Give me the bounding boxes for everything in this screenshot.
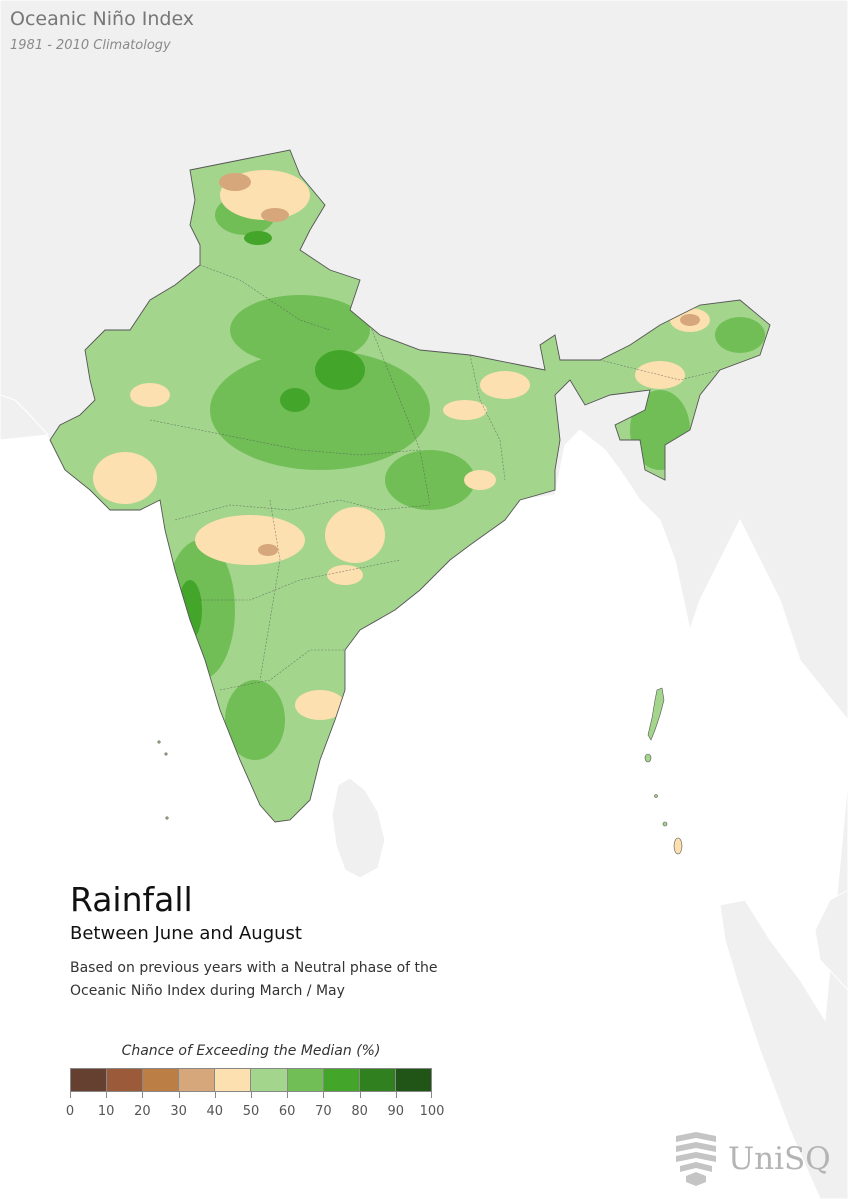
zone-40-50-central-east: [325, 507, 385, 563]
legend-tick-label: 90: [387, 1104, 405, 1119]
zone-30-40-deccan: [258, 544, 278, 556]
description-line-1: Based on previous years with a Neutral p…: [70, 960, 438, 976]
legend-tick-label: 10: [97, 1104, 115, 1119]
unisq-logo: UniSQ: [672, 1132, 831, 1186]
zone-60-70-central: [210, 350, 430, 470]
legend-swatch-0: [71, 1069, 107, 1091]
boundary-line-6: [359, 299, 431, 506]
zone-30-40: [219, 173, 700, 556]
lakshadweep-island-a: [157, 740, 161, 744]
legend-swatch-7: [322, 1069, 359, 1091]
legend-title: Chance of Exceeding the Median (%): [121, 1043, 381, 1059]
legend-tick-label: 0: [65, 1104, 75, 1119]
legend-tick-label: 100: [419, 1104, 445, 1119]
zone-70-80-central-a: [315, 350, 365, 390]
legend-tick-label: 50: [242, 1104, 260, 1119]
rainfall-period: Between June and August: [70, 923, 302, 944]
zone-40-50-andhra: [327, 565, 363, 585]
zone-40-50-deccan: [195, 515, 305, 565]
zone-60-70-east: [385, 450, 475, 510]
arabian-land: [0, 394, 50, 441]
lakshadweep-island-b: [164, 752, 168, 756]
legend-swatch-8: [358, 1069, 395, 1091]
sri-lanka: [331, 777, 386, 879]
legend-color-bar: [70, 1068, 432, 1092]
boundary-line-8: [259, 499, 281, 681]
legend-tick-mark: [359, 1092, 361, 1098]
boundary-line-4: [200, 559, 401, 601]
legend-ticks: [70, 1092, 432, 1100]
zone-30-40-arunachal: [680, 314, 700, 326]
zone-70-80-kashmir: [244, 231, 272, 245]
map-header-title: Oceanic Niño Index: [10, 8, 195, 30]
zone-40-50-rajasthan: [130, 383, 170, 407]
rainfall-title: Rainfall: [70, 880, 193, 919]
zone-60-70-south: [225, 680, 285, 760]
description-line-2: Oceanic Niño Index during March / May: [70, 983, 345, 999]
legend-tick-mark: [431, 1092, 432, 1098]
boundary-line-1: [199, 264, 331, 331]
andaman-south-island: [644, 753, 652, 763]
zone-40-50-gujarat: [93, 452, 157, 504]
zone-30-40-kashmir-a: [219, 173, 251, 191]
andaman-north-island: [647, 687, 665, 741]
zone-40-50-bengal: [443, 400, 487, 420]
boundary-line-5: [219, 649, 345, 691]
zone-40-50-northeast: [635, 361, 685, 389]
unisq-logo-icon: [676, 1132, 716, 1186]
legend-swatch-5: [250, 1069, 287, 1091]
zone-70-80-central-b: [280, 388, 310, 412]
legend-tick-label: 60: [278, 1104, 296, 1119]
zone-30-40-kashmir-b: [261, 208, 289, 222]
boundary-line-2: [149, 419, 421, 456]
malay-land: [814, 889, 848, 991]
zone-60-70-far-northeast: [715, 317, 765, 353]
legend-swatch-4: [214, 1069, 251, 1091]
legend-swatch-6: [286, 1069, 323, 1091]
andaman-sea-land: [719, 779, 848, 1199]
boundary-line-7: [469, 354, 506, 481]
legend-tick-mark: [70, 1092, 71, 1098]
legend-swatch-3: [178, 1069, 215, 1091]
legend-swatch-2: [142, 1069, 179, 1091]
zone-40-50-south-east: [295, 690, 345, 720]
lakshadweep-island-c: [165, 816, 169, 820]
unisq-logo-text: UniSQ: [728, 1141, 831, 1177]
legend-tick-mark: [214, 1092, 216, 1098]
boundary-line-9: [599, 359, 721, 381]
nicobar-island-b: [673, 837, 683, 855]
legend-tick-mark: [142, 1092, 144, 1098]
zone-40-50-orissa: [464, 470, 496, 490]
legend-tick-label: 80: [351, 1104, 368, 1119]
legend-tick-mark: [287, 1092, 289, 1098]
zone-70-80: [178, 231, 365, 640]
legend-tick-label: 40: [206, 1104, 224, 1119]
nicobar-island-c: [654, 794, 658, 798]
legend-tick-mark: [178, 1092, 180, 1098]
legend-tick-label: 20: [134, 1104, 151, 1119]
zone-40-50: [93, 170, 710, 720]
nicobar-island-a: [662, 821, 668, 827]
legend-tick-mark: [395, 1092, 397, 1098]
islands: [157, 687, 683, 855]
legend-swatch-9: [394, 1069, 431, 1091]
zone-60-70-north: [230, 295, 370, 365]
india-rainfall-field: [50, 150, 770, 822]
legend-tick-label: 70: [315, 1104, 332, 1119]
legend-tick-mark: [106, 1092, 108, 1098]
legend-tick-mark: [251, 1092, 252, 1098]
boundary-line-3: [174, 499, 431, 521]
state-boundaries: [149, 264, 721, 691]
zone-40-50-bihar: [480, 371, 530, 399]
legend-tick-label: 30: [170, 1104, 187, 1119]
legend-tick-mark: [323, 1092, 325, 1098]
legend-swatch-1: [106, 1069, 143, 1091]
map-header-subtitle: 1981 - 2010 Climatology: [10, 38, 171, 53]
